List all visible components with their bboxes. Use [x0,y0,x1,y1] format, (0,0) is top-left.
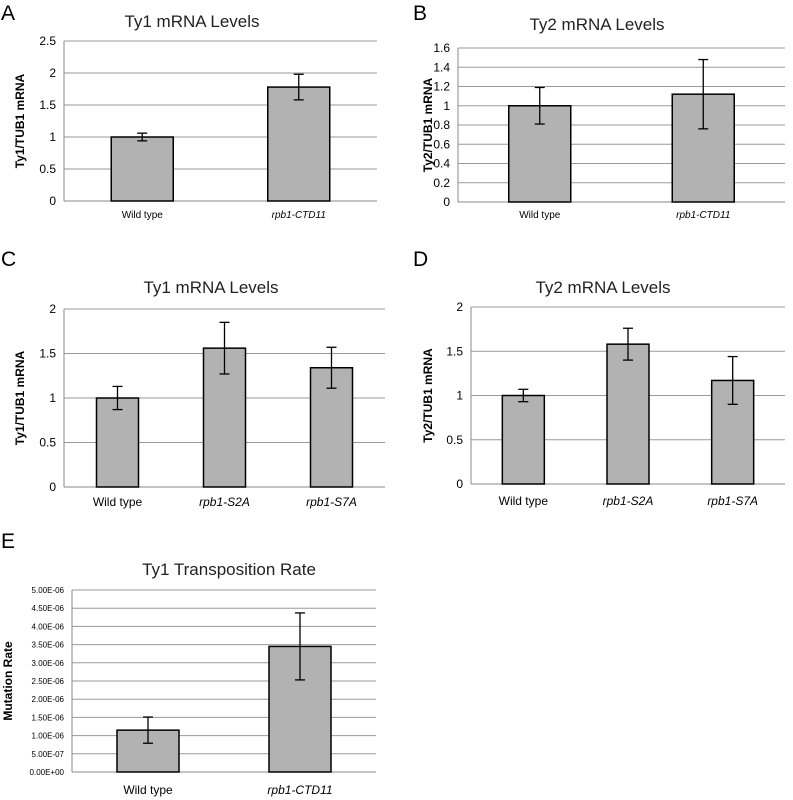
y-tick-label: 2 [49,302,56,316]
panel-letter: B [413,2,427,25]
y-tick-label: 1.4 [433,60,450,74]
x-tick-label: rpb1-S7A [306,495,357,509]
bar [95,397,140,488]
y-tick-label: 1.5 [39,347,56,361]
y-axis-label: Ty1/TUB1 mRNA [13,73,27,168]
chart-title: Ty1 Transposition Rate [142,560,316,579]
x-tick-label: Wild type [519,210,561,221]
y-tick-label: 3.50E-06 [32,641,65,650]
x-tick-label: Wild type [93,495,143,509]
chart-title: Ty1 mRNA Levels [124,12,259,31]
y-tick-label: 5.00E-07 [32,750,65,759]
y-tick-label: 2.00E-06 [32,695,65,704]
x-tick-label: Wild type [123,783,173,797]
chart-title: Ty2 mRNA Levels [535,278,670,297]
bar [606,343,650,485]
panel-a: A Ty1 mRNA Levels Ty1/TUB1 mRNA 0 0.5 1 1.5 2 2.… [1,2,377,221]
chart-title: Ty1 mRNA Levels [143,278,278,297]
y-tick-label: 1 [49,391,56,405]
y-tick-label: 1.5 [39,98,56,112]
y-tick-label: 2.50E-06 [32,677,65,686]
y-tick-label: 1 [443,99,450,113]
x-tick-label: rpb1-S7A [707,494,758,508]
panel-d: D Ty2 mRNA Levels Ty2/TUB1 mRNA 0 0.5 1 1.5 2 Wi… [413,248,785,508]
panel-letter: A [1,2,15,25]
x-tick-label: Wild type [499,494,549,508]
bar [110,136,174,202]
y-tick-label: 0.5 [446,433,463,447]
x-tick-label: rpb1-CTD11 [272,210,326,221]
y-tick-label: 0 [443,195,450,209]
x-tick-label: rpb1-S2A [199,495,250,509]
bar [267,86,331,202]
y-axis-label: Ty1/TUB1 mRNA [13,350,27,445]
y-tick-label: 1.6 [433,41,450,55]
y-tick-label: 1.5 [446,344,463,358]
y-tick-label: 1 [49,130,56,144]
bar [501,394,546,485]
y-tick-label: 2 [49,66,56,80]
x-tick-label: rpb1-CTD11 [267,783,332,797]
y-tick-label: 0.8 [433,118,450,132]
x-tick-label: rpb1-S2A [603,494,654,508]
y-tick-label: 0.6 [433,137,450,151]
y-tick-label: 4.50E-06 [32,604,65,613]
bar [508,105,572,203]
y-axis-label: Ty2/TUB1 mRNA [421,348,435,443]
y-tick-label: 0.5 [39,436,56,450]
y-tick-label: 4.00E-06 [32,622,65,631]
y-tick-label: 3.00E-06 [32,659,65,668]
y-tick-label: 0.00E+00 [30,768,65,777]
panel-letter: C [1,248,16,271]
y-tick-label: 0.2 [433,176,450,190]
y-tick-label: 1.50E-06 [32,713,65,722]
y-tick-label: 1.2 [433,80,450,94]
y-tick-label: 1 [456,389,463,403]
y-tick-label: 0 [456,477,463,491]
y-axis-label: Ty2/TUB1 mRNA [421,77,435,172]
y-tick-label: 0.5 [39,162,56,176]
x-tick-label: Wild type [122,210,164,221]
y-tick-label: 1.00E-06 [32,732,65,741]
chart-title: Ty2 mRNA Levels [529,15,664,34]
y-tick-label: 2 [456,300,463,314]
y-tick-label: 0 [49,194,56,208]
y-tick-label: 0 [49,480,56,494]
panel-c: C Ty1 mRNA Levels Ty1/TUB1 mRNA 0 0.5 1 1.5 2 Wi… [1,248,385,509]
y-axis-label: Mutation Rate [1,641,15,721]
panel-letter: E [1,530,15,553]
y-tick-label: 2.5 [39,34,56,48]
x-tick-label: rpb1-CTD11 [676,210,730,221]
panel-e: E Ty1 Transposition Rate Mutation Rate 0.00… [1,530,376,797]
y-tick-label: 5.00E-06 [32,586,65,595]
panel-b: B Ty2 mRNA Levels Ty2/TUB1 mRNA 0 0.2 0.4 0.6 0… [413,2,785,221]
y-tick-label: 0.4 [433,157,450,171]
panel-letter: D [413,248,428,271]
